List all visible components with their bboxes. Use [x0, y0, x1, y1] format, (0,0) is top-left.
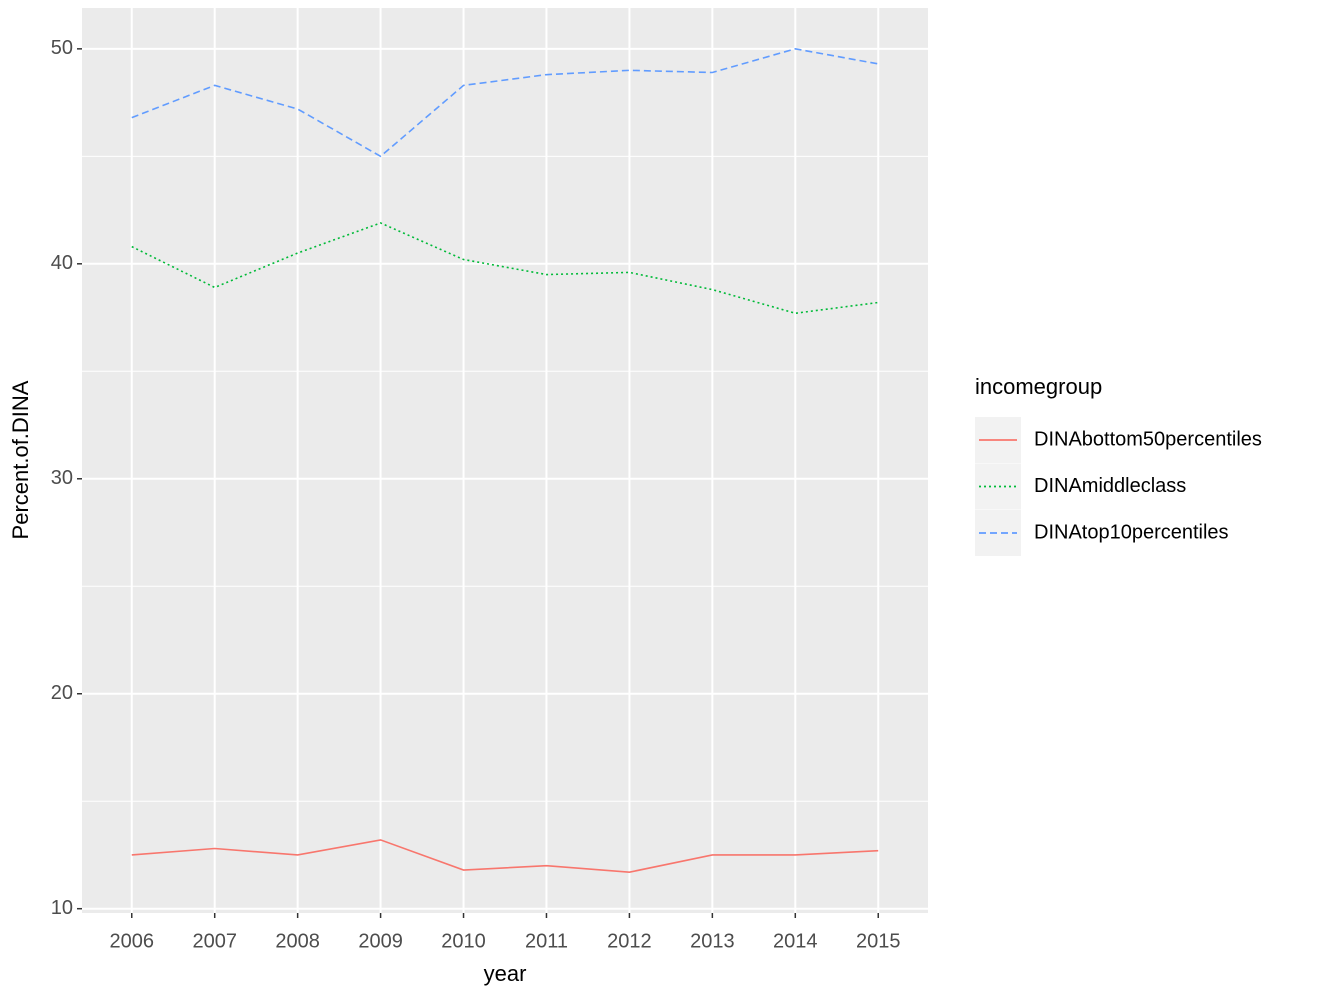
series-line: [131, 48, 879, 158]
x-tick-label: 2014: [773, 930, 818, 952]
grid: [82, 8, 928, 913]
panel: [82, 8, 928, 913]
x-tick-label: 2009: [358, 930, 403, 952]
x-tick-label: 2007: [192, 930, 237, 952]
x-tick-label: 2010: [441, 930, 486, 952]
y-tick-label: 50: [51, 37, 73, 59]
series-line: [131, 222, 879, 315]
y-tick-label: 20: [51, 682, 73, 704]
x-tick-label: 2012: [607, 930, 652, 952]
legend-label: DINAtop10percentiles: [1034, 521, 1229, 543]
legend-label: DINAbottom50percentiles: [1034, 428, 1262, 450]
x-tick-label: 2008: [275, 930, 320, 952]
x-tick-label: 2006: [110, 930, 155, 952]
x-tick-label: 2011: [525, 930, 568, 952]
legend-title: incomegroup: [975, 374, 1102, 399]
x-axis-title: year: [484, 961, 527, 986]
x-tick-label: 2013: [690, 930, 735, 952]
legend-key: [975, 463, 1021, 510]
series-line: [131, 839, 879, 873]
x-tick-label: 2015: [856, 930, 901, 952]
lines: [131, 48, 879, 873]
legend-label: DINAmiddleclass: [1034, 475, 1186, 497]
y-tick-label: 40: [51, 252, 73, 274]
y-axis-title: Percent.of.DINA: [8, 380, 33, 539]
y-tick-label: 30: [51, 467, 73, 489]
y-tick-label: 10: [51, 897, 73, 919]
